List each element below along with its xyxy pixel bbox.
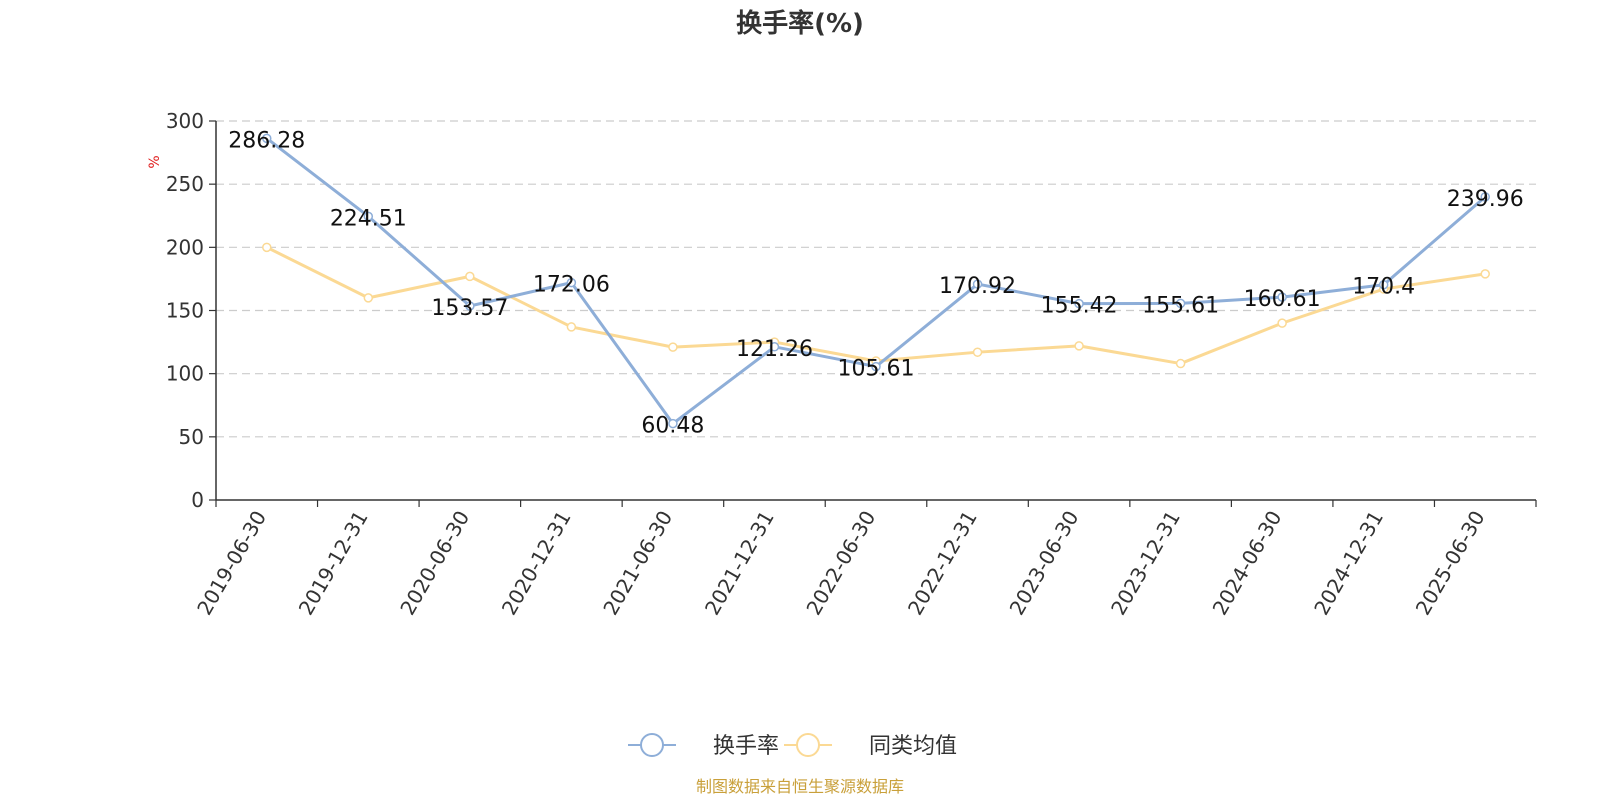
- data-point: [972, 279, 983, 289]
- data-point: [363, 211, 374, 222]
- x-tick-label: 2025-06-30: [1411, 507, 1490, 620]
- x-tick-label: 2021-06-30: [598, 507, 677, 620]
- data-label: 239.96: [1447, 187, 1524, 212]
- x-tick-label: 2021-12-31: [700, 507, 779, 620]
- y-tick-label: 50: [179, 425, 204, 449]
- data-point: [262, 133, 272, 144]
- x-tick-label: 2019-12-31: [294, 507, 373, 620]
- data-point: [1378, 279, 1389, 290]
- data-point: [1277, 292, 1287, 302]
- data-point: [1277, 318, 1287, 328]
- legend-label: 同类均值: [869, 734, 957, 759]
- y-tick-label: 300: [166, 109, 204, 133]
- x-tick-label: 2024-12-31: [1309, 507, 1388, 620]
- data-point: [465, 271, 475, 282]
- y-tick-label: 0: [191, 488, 204, 512]
- x-tick-label: 2019-06-30: [192, 507, 271, 620]
- y-axis-ticks: 0 50 100 150 200 250 300: [166, 109, 216, 512]
- data-label: 155.42: [1041, 294, 1118, 319]
- x-tick-label: 2022-06-30: [801, 507, 880, 620]
- series-layer: [262, 133, 1490, 429]
- data-point: [566, 277, 577, 288]
- data-point: [668, 342, 678, 352]
- data-point: [465, 301, 475, 311]
- data-labels: 286.28 224.51 153.57 172.06 60.48 121.26 105.6…: [228, 128, 1523, 438]
- chart-title: 换手率(%): [736, 8, 864, 39]
- data-label: 170.4: [1352, 275, 1415, 300]
- data-label: 172.06: [533, 273, 610, 298]
- data-point: [972, 347, 983, 357]
- data-point: [262, 242, 272, 253]
- y-tick-label: 200: [166, 235, 204, 259]
- legend-label: 换手率: [713, 734, 779, 759]
- x-tick-label: 2023-12-31: [1106, 507, 1185, 620]
- y-tick-label: 150: [166, 299, 204, 323]
- legend-marker: [640, 733, 664, 757]
- data-point: [871, 361, 881, 372]
- y-tick-label: 100: [166, 362, 204, 386]
- data-label: 170.92: [939, 274, 1016, 299]
- y-tick-label: 250: [166, 172, 204, 196]
- data-point: [1175, 358, 1186, 369]
- data-label: 153.57: [431, 296, 508, 321]
- data-label: 121.26: [736, 337, 813, 362]
- data-label: 60.48: [641, 414, 704, 439]
- data-point: [1480, 192, 1490, 202]
- data-point: [1175, 298, 1186, 309]
- data-label: 286.28: [228, 128, 305, 153]
- data-point: [668, 418, 678, 429]
- data-point: [1074, 298, 1084, 309]
- data-point: [363, 293, 374, 303]
- legend[interactable]: 换手率 同类均值: [628, 733, 957, 759]
- x-axis-ticks: 2019-06-30 2019-12-31 2020-06-30 2020-12-31…: [192, 500, 1537, 620]
- data-label: 224.51: [330, 206, 407, 231]
- legend-marker: [796, 733, 820, 757]
- x-tick-label: 2023-06-30: [1005, 507, 1084, 620]
- data-point: [1480, 269, 1490, 279]
- grid-lines: [216, 120, 1536, 438]
- data-point: [769, 342, 780, 352]
- y-axis-unit: %: [147, 155, 163, 168]
- x-tick-label: 2022-12-31: [903, 507, 982, 620]
- x-tick-label: 2020-12-31: [497, 507, 576, 620]
- data-label: 155.61: [1142, 293, 1219, 318]
- data-point: [566, 322, 577, 332]
- data-label: 105.61: [838, 357, 915, 382]
- data-label: 160.61: [1244, 287, 1321, 312]
- x-tick-label: 2024-06-30: [1208, 507, 1287, 620]
- x-tick-label: 2020-06-30: [395, 507, 474, 620]
- data-point: [1074, 341, 1084, 351]
- source-note: 制图数据来自恒生聚源数据库: [696, 777, 904, 796]
